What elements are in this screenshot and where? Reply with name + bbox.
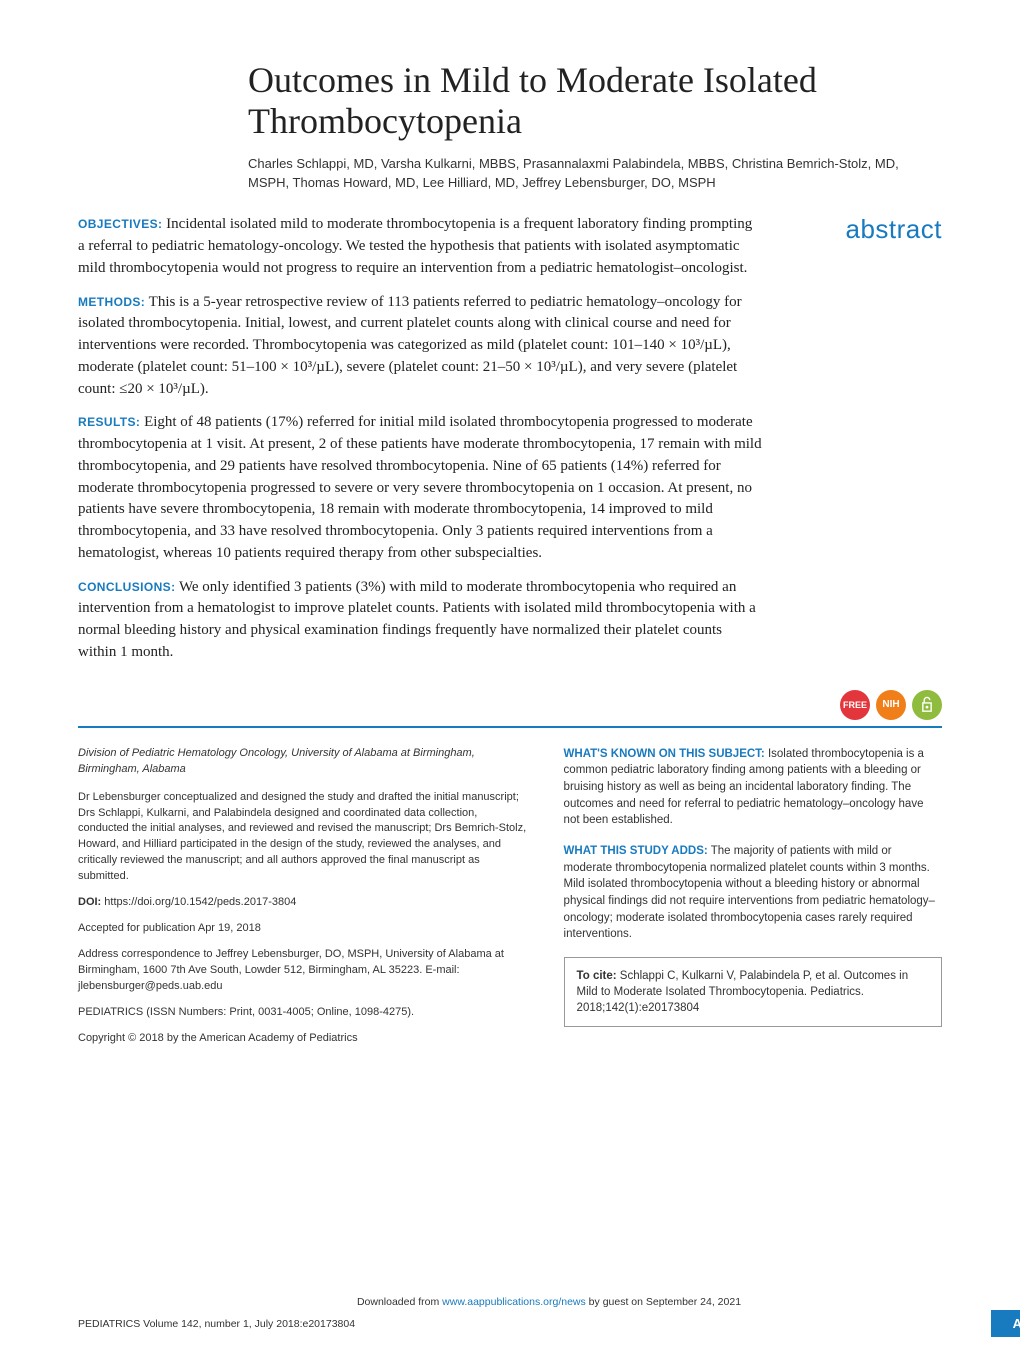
methods-label: METHODS: xyxy=(78,295,145,309)
conclusions-text: We only identified 3 patients (3%) with … xyxy=(78,579,756,660)
article-title: Outcomes in Mild to Moderate Isolated Th… xyxy=(248,60,942,143)
metadata-column: Division of Pediatric Hematology Oncolog… xyxy=(78,746,530,1057)
conclusions-section: CONCLUSIONS: We only identified 3 patien… xyxy=(78,577,762,664)
objectives-label: OBJECTIVES: xyxy=(78,217,162,231)
sidebar-column: WHAT'S KNOWN ON THIS SUBJECT: Isolated t… xyxy=(564,746,942,1057)
section-divider xyxy=(78,726,942,728)
study-adds-label: WHAT THIS STUDY ADDS: xyxy=(564,845,708,857)
objectives-section: OBJECTIVES: Incidental isolated mild to … xyxy=(78,214,762,279)
whats-known-block: WHAT'S KNOWN ON THIS SUBJECT: Isolated t… xyxy=(564,746,942,829)
article-type-tag: ARTICLE xyxy=(991,1310,1020,1337)
page-footer: Downloaded from www.aappublications.org/… xyxy=(78,1296,1020,1337)
journal-citation: PEDIATRICS Volume 142, number 1, July 20… xyxy=(78,1318,355,1330)
download-suffix: by guest on September 24, 2021 xyxy=(586,1296,741,1308)
doi-line: DOI: https://doi.org/10.1542/peds.2017-3… xyxy=(78,895,530,911)
whats-known-label: WHAT'S KNOWN ON THIS SUBJECT: xyxy=(564,748,765,760)
results-text: Eight of 48 patients (17%) referred for … xyxy=(78,414,762,561)
copyright: Copyright © 2018 by the American Academy… xyxy=(78,1031,530,1047)
citation-text: Schlappi C, Kulkarni V, Palabindela P, e… xyxy=(577,970,909,1014)
download-prefix: Downloaded from xyxy=(357,1296,442,1308)
correspondence: Address correspondence to Jeffrey Lebens… xyxy=(78,947,530,995)
abstract-heading: abstract xyxy=(792,214,942,675)
author-list: Charles Schlappi, MD, Varsha Kulkarni, M… xyxy=(248,155,942,193)
issn: PEDIATRICS (ISSN Numbers: Print, 0031-40… xyxy=(78,1005,530,1021)
author-contributions: Dr Lebensburger conceptualized and desig… xyxy=(78,790,530,886)
abstract-body: OBJECTIVES: Incidental isolated mild to … xyxy=(78,214,762,675)
badge-row: FREE NIH xyxy=(78,690,942,720)
free-badge-icon: FREE xyxy=(840,690,870,720)
study-adds-block: WHAT THIS STUDY ADDS: The majority of pa… xyxy=(564,843,942,943)
open-access-badge-icon xyxy=(912,690,942,720)
results-section: RESULTS: Eight of 48 patients (17%) refe… xyxy=(78,412,762,564)
conclusions-label: CONCLUSIONS: xyxy=(78,580,175,594)
to-cite-label: To cite: xyxy=(577,970,617,982)
results-label: RESULTS: xyxy=(78,415,140,429)
nih-badge-icon: NIH xyxy=(876,690,906,720)
methods-text: This is a 5-year retrospective review of… xyxy=(78,294,742,397)
doi-label: DOI: xyxy=(78,896,101,908)
doi-value[interactable]: https://doi.org/10.1542/peds.2017-3804 xyxy=(104,896,296,908)
objectives-text: Incidental isolated mild to moderate thr… xyxy=(78,216,752,276)
methods-section: METHODS: This is a 5-year retrospective … xyxy=(78,292,762,401)
study-adds-text: The majority of patients with mild or mo… xyxy=(564,845,935,940)
accepted-date: Accepted for publication Apr 19, 2018 xyxy=(78,921,530,937)
download-notice: Downloaded from www.aappublications.org/… xyxy=(78,1296,1020,1308)
download-link[interactable]: www.aappublications.org/news xyxy=(442,1296,586,1308)
citation-box: To cite: Schlappi C, Kulkarni V, Palabin… xyxy=(564,957,942,1027)
affiliation: Division of Pediatric Hematology Oncolog… xyxy=(78,746,530,778)
